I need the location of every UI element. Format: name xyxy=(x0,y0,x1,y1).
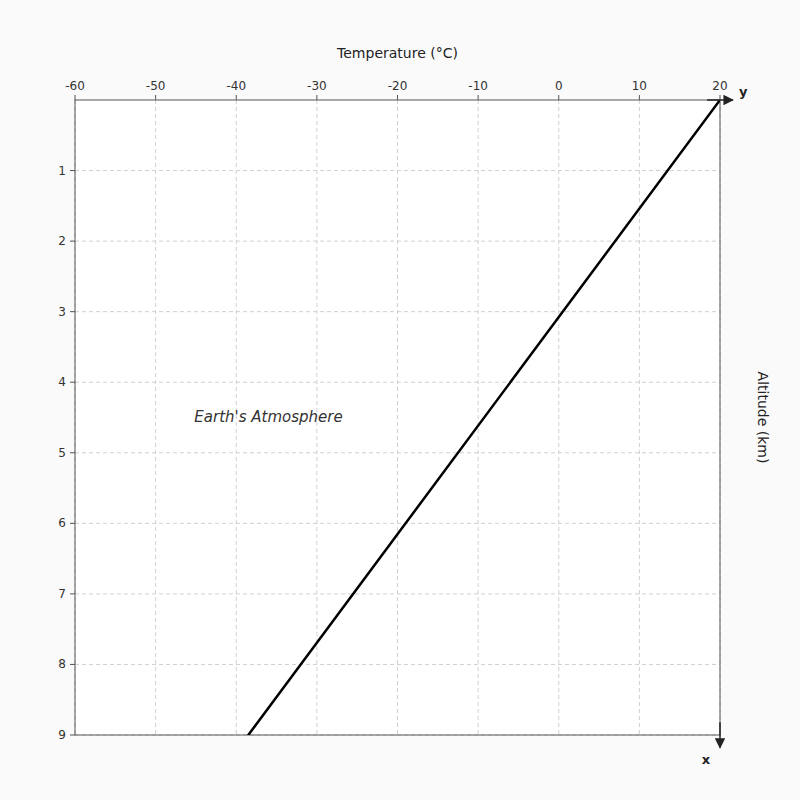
y-tick-label: 4 xyxy=(58,375,66,389)
y-tick xyxy=(70,311,75,312)
x-tick-label: -50 xyxy=(146,79,166,93)
y-tick-label: 5 xyxy=(58,446,66,460)
y-tick xyxy=(70,452,75,453)
x-axis-label: Temperature (°C) xyxy=(336,45,458,61)
x-tick-label: -60 xyxy=(65,79,85,93)
y-tick-label: 2 xyxy=(58,234,66,248)
chart-container: -60 -50 -40 -30 -20 -10 0 10 20 1 2 3 4 5 6 7 8 9 Earth's … xyxy=(0,0,800,800)
y-tick xyxy=(70,170,75,171)
y-tick-label: 1 xyxy=(58,164,66,178)
x-grid-line xyxy=(639,100,640,735)
y-grid-line xyxy=(75,593,720,594)
x-tick xyxy=(397,95,398,100)
y-tick xyxy=(70,735,75,736)
x-tick xyxy=(316,95,317,100)
y-grid-line xyxy=(75,664,720,665)
x-tick-label: -30 xyxy=(307,79,327,93)
x-tick xyxy=(478,95,479,100)
x-tick-label: -20 xyxy=(388,79,408,93)
plot-frame xyxy=(75,100,720,735)
x-tick xyxy=(639,95,640,100)
x-tick-label: 20 xyxy=(712,79,727,93)
y-tick-label: 6 xyxy=(58,516,66,530)
x-tick xyxy=(75,95,76,100)
x-grid-line xyxy=(558,100,559,735)
y-tick xyxy=(70,241,75,242)
x-tick xyxy=(558,95,559,100)
x-tick-label: -10 xyxy=(468,79,488,93)
x-tick-label: -40 xyxy=(226,79,246,93)
y-grid-line xyxy=(75,452,720,453)
y-grid-line xyxy=(75,523,720,524)
y-tick xyxy=(70,664,75,665)
y-tick-label: 3 xyxy=(58,305,66,319)
y-grid-line xyxy=(75,170,720,171)
annotation: y xyxy=(739,84,748,99)
plot-background xyxy=(75,100,720,735)
arrow-down xyxy=(719,722,721,747)
grid xyxy=(75,100,720,735)
y-tick-label: 7 xyxy=(58,587,66,601)
y-axis-label: Altitude (km) xyxy=(755,372,771,464)
y-tick xyxy=(70,593,75,594)
x-tick-label: 0 xyxy=(555,79,563,93)
y-tick xyxy=(70,523,75,524)
y-tick-label: 9 xyxy=(58,728,66,742)
y-tick-label: 8 xyxy=(58,657,66,671)
annotation: x xyxy=(702,752,711,767)
x-grid-line xyxy=(397,100,398,735)
x-tick-label: 10 xyxy=(632,79,647,93)
arrow-right xyxy=(707,99,733,101)
x-grid-line xyxy=(155,100,156,735)
y-tick xyxy=(70,382,75,383)
x-grid-line xyxy=(478,100,479,735)
y-grid-line xyxy=(75,311,720,312)
axes: -60 -50 -40 -30 -20 -10 0 10 20 1 2 3 4 5 6 7 8 9 xyxy=(58,79,727,742)
x-tick xyxy=(155,95,156,100)
x-tick xyxy=(236,95,237,100)
chart-svg: -60 -50 -40 -30 -20 -10 0 10 20 1 2 3 4 5 6 7 8 9 Earth's … xyxy=(0,0,800,800)
y-grid-line xyxy=(75,241,720,242)
title: Earth's Atmosphere xyxy=(194,408,342,426)
y-grid-line xyxy=(75,382,720,383)
